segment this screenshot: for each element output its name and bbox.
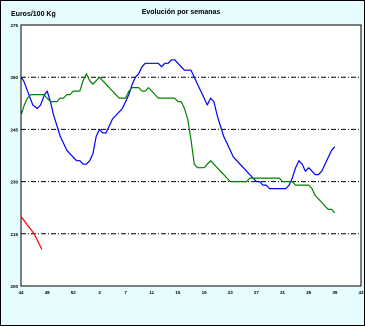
x-tick-label: 35 bbox=[306, 290, 312, 295]
x-tick-label: 43 bbox=[358, 290, 364, 295]
series-layer bbox=[20, 59, 336, 250]
x-tick-label: 23 bbox=[228, 290, 234, 295]
series-line-green bbox=[20, 73, 336, 214]
x-tick-label: 19 bbox=[202, 290, 208, 295]
x-tick-label: 52 bbox=[71, 290, 77, 295]
series-line-red bbox=[20, 216, 43, 250]
y-tick-labels: 200 215 230 245 260 275 bbox=[10, 23, 18, 289]
plot-area bbox=[20, 24, 362, 287]
y-tick-label: 215 bbox=[10, 232, 18, 237]
x-tick-label: 39 bbox=[332, 290, 338, 295]
x-tick-label: 3 bbox=[98, 290, 101, 295]
y-tick-label: 260 bbox=[10, 75, 18, 80]
x-tick-labels: 44 48 52 3 7 11 15 19 23 27 31 35 39 43 bbox=[18, 290, 364, 295]
series-line-blue bbox=[20, 59, 336, 190]
x-tick-label: 11 bbox=[149, 290, 154, 295]
x-tick-label: 44 bbox=[18, 290, 24, 295]
reference-lines bbox=[21, 76, 361, 235]
x-tick-label: 7 bbox=[124, 290, 127, 295]
y-tick-label: 230 bbox=[10, 180, 18, 185]
x-tick-label: 15 bbox=[175, 290, 181, 295]
y-tick-label: 275 bbox=[10, 23, 18, 28]
y-tick-label: 245 bbox=[10, 127, 18, 132]
chart-title: Evolución por semanas bbox=[142, 9, 221, 16]
x-tick-label: 31 bbox=[280, 290, 286, 295]
y-tick-label: 200 bbox=[10, 284, 18, 289]
x-tick-label: 48 bbox=[45, 290, 51, 295]
y-axis-label: Euros/100 Kg bbox=[11, 11, 56, 18]
x-tick-label: 27 bbox=[254, 290, 260, 295]
